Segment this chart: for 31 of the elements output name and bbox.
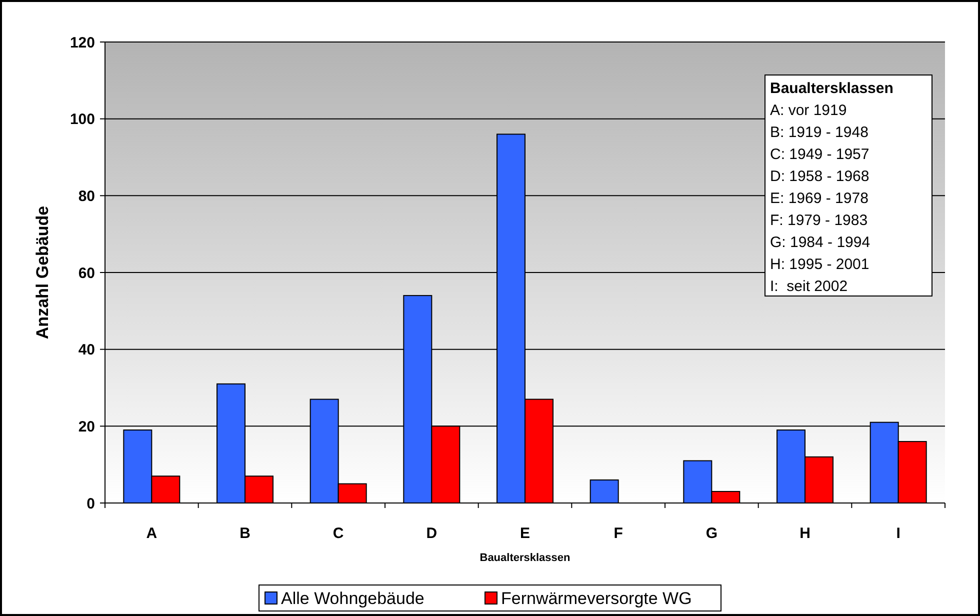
bar — [590, 479, 619, 504]
annotation: E: 1969 - 1978 — [770, 190, 868, 207]
x-axis-title: Baualtersklassen — [480, 552, 571, 564]
annotation: Baualtersklassen — [770, 80, 894, 97]
annotation: F: 1979 - 1983 — [770, 212, 868, 229]
y-tick-label: 120 — [70, 34, 95, 52]
y-tick-label: 20 — [78, 418, 95, 436]
x-tick-label: I — [896, 525, 900, 542]
legend-label: Alle Wohngebäude — [281, 589, 424, 608]
x-tick-label: F — [614, 525, 623, 542]
annotation: I: seit 2002 — [770, 278, 848, 295]
y-tick-label: 40 — [78, 342, 95, 359]
y-tick-label: 100 — [70, 111, 95, 128]
x-tick-label: A — [146, 525, 158, 542]
x-tick-label: D — [426, 525, 438, 542]
y-tick-label: 60 — [78, 264, 95, 282]
y-axis-title: Anzahl Gebäude — [33, 206, 52, 340]
x-tick-label: G — [706, 525, 718, 542]
x-tick-label: C — [332, 525, 344, 542]
annotation: H: 1995 - 2001 — [770, 256, 870, 273]
y-tick-label: 80 — [78, 188, 95, 205]
y-tick-label: 0 — [86, 495, 95, 512]
x-tick-label: E — [520, 525, 530, 542]
annotation: C: 1949 - 1957 — [770, 146, 870, 163]
annotation: D: 1958 - 1968 — [770, 168, 870, 185]
annotation: G: 1984 - 1994 — [770, 234, 870, 251]
legend-label: Fernwärmeversorgte WG — [501, 589, 692, 608]
x-tick-label: H — [800, 525, 810, 542]
annotation: B: 1919 - 1948 — [770, 124, 868, 141]
x-tick-label: B — [240, 525, 251, 542]
annotation: A: vor 1919 — [770, 102, 847, 119]
